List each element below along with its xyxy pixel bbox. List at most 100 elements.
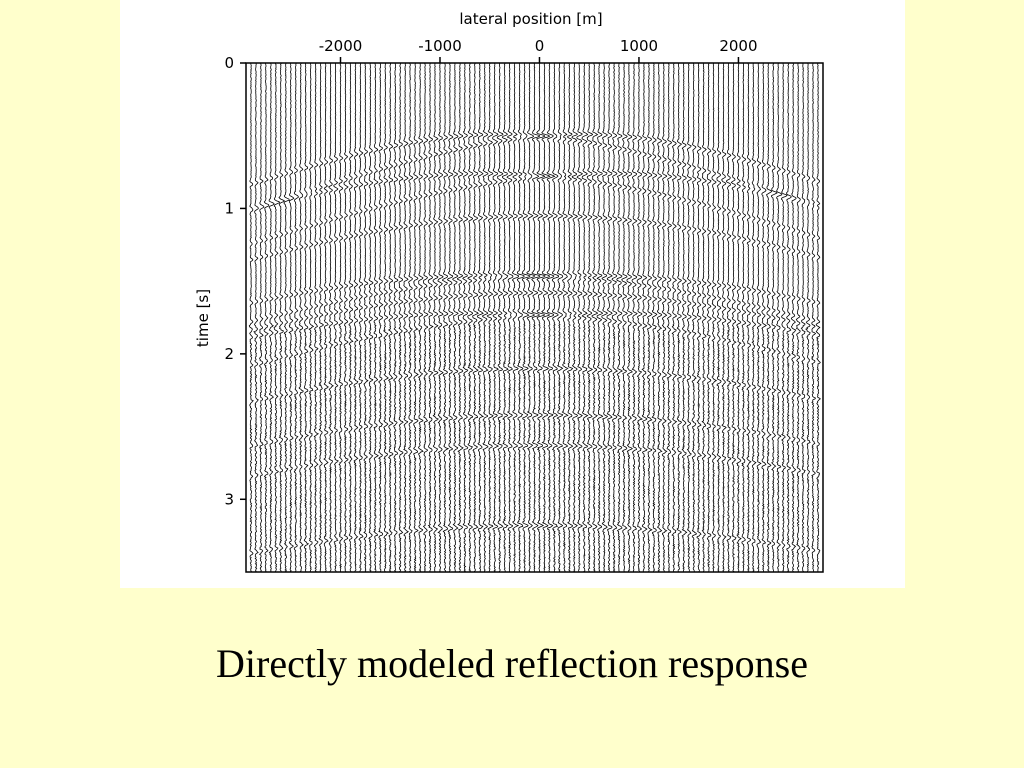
x-tick-label: 1000 (620, 37, 658, 55)
seismic-section-chart: -2000 -1000 0 1000 2000 0 1 2 3 lateral positio… (194, 10, 824, 573)
seismic-trace (730, 63, 737, 573)
seismic-trace (551, 62, 559, 572)
seismic-trace (308, 62, 315, 572)
seismic-trace (566, 63, 574, 572)
seismic-trace (496, 62, 504, 572)
seismic-trace (725, 63, 732, 572)
seismic-trace (656, 62, 663, 573)
seismic-trace (343, 62, 349, 572)
seismic-trace (611, 62, 619, 572)
seismic-trace (736, 62, 742, 572)
seismic-trace (441, 63, 450, 572)
seismic-trace (636, 63, 644, 572)
seismic-trace (601, 62, 609, 572)
seismic-trace (795, 62, 801, 572)
seismic-trace (536, 62, 546, 572)
seismic-trace (472, 62, 479, 572)
seismic-trace (511, 62, 520, 572)
seismic-trace (432, 62, 439, 572)
seismic-trace (387, 62, 394, 573)
seismic-trace (501, 62, 509, 572)
seismic-trace (382, 62, 389, 572)
y-tick-label: 0 (224, 54, 234, 72)
seismic-trace (486, 62, 494, 572)
seismic-trace (318, 62, 324, 572)
seismic-trace (576, 62, 584, 572)
seismic-trace (571, 62, 579, 573)
seismic-trace (398, 62, 404, 572)
seismic-trace (392, 63, 399, 573)
seismic-trace (671, 63, 678, 572)
seismic-trace (298, 63, 304, 573)
seismic-trace (681, 62, 688, 572)
plot-frame (245, 62, 824, 573)
seismic-trace (711, 62, 718, 572)
x-axis-title: lateral position [m] (459, 10, 602, 28)
seismic-trace (248, 62, 254, 572)
seismic-trace (338, 62, 344, 572)
seismic-trace (805, 62, 811, 572)
seismic-trace (800, 62, 806, 572)
seismic-trace (546, 62, 556, 572)
seismic-trace (676, 62, 683, 572)
seismic-trace (696, 62, 702, 572)
x-axis-ticks: -2000 -1000 0 1000 2000 (319, 37, 758, 63)
seismic-traces (248, 62, 821, 573)
seismic-trace (263, 63, 270, 572)
seismic-trace (596, 62, 604, 572)
seismic-trace (761, 62, 767, 572)
seismic-trace (363, 62, 369, 572)
seismic-trace (278, 62, 286, 572)
figure-panel: -2000 -1000 0 1000 2000 0 1 2 3 lateral positio… (120, 0, 905, 588)
seismic-trace (686, 63, 692, 572)
seismic-trace (467, 62, 474, 572)
seismic-trace (746, 63, 752, 572)
seismic-trace (253, 62, 259, 572)
seismic-trace (661, 62, 668, 572)
seismic-trace (631, 63, 638, 572)
seismic-trace (811, 62, 817, 572)
seismic-trace (457, 62, 464, 572)
y-tick-label: 3 (224, 490, 234, 508)
seismic-trace (403, 62, 409, 572)
seismic-trace (417, 62, 424, 572)
x-tick-label: 0 (535, 37, 545, 55)
seismic-trace (506, 62, 514, 572)
seismic-trace (521, 63, 531, 572)
seismic-trace (373, 62, 379, 572)
seismic-trace (413, 63, 419, 572)
x-tick-label: 2000 (719, 37, 757, 55)
seismic-trace (378, 62, 384, 572)
y-tick-label: 1 (224, 199, 234, 217)
seismic-trace (427, 62, 434, 572)
seismic-trace (786, 62, 792, 573)
seismic-trace (780, 63, 788, 572)
seismic-trace (526, 62, 536, 572)
seismic-trace (407, 62, 414, 572)
seismic-trace (616, 62, 624, 572)
seismic-trace (706, 62, 712, 572)
seismic-trace (691, 63, 697, 572)
y-axis-ticks: 0 1 2 3 (224, 54, 246, 508)
seismic-trace (348, 62, 354, 572)
seismic-trace (621, 62, 628, 572)
seismic-trace (626, 62, 634, 572)
seismic-trace (765, 62, 773, 572)
seismic-trace (333, 62, 339, 572)
seismic-trace (541, 62, 551, 572)
seismic-trace (586, 62, 594, 572)
seismic-trace (323, 62, 329, 573)
seismic-trace (422, 62, 429, 572)
seismic-trace (368, 62, 374, 572)
seismic-trace (481, 63, 489, 572)
x-tick-label: -2000 (319, 37, 363, 55)
seismic-trace (741, 62, 747, 572)
seismic-trace (358, 62, 364, 572)
seismic-trace (313, 63, 320, 572)
seismic-trace (462, 63, 469, 573)
seismic-trace (561, 62, 569, 572)
seismic-trace (303, 62, 309, 572)
seismic-trace (288, 62, 295, 573)
seismic-trace (258, 62, 265, 572)
seismic-trace (770, 62, 778, 572)
